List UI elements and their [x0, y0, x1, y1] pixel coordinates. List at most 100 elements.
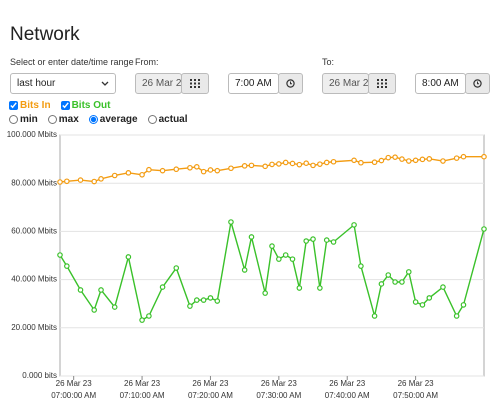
data-point [323, 237, 330, 243]
from-calendar-button[interactable] [181, 73, 209, 94]
page-title: Network [10, 24, 80, 45]
data-point [125, 170, 132, 176]
data-point [460, 302, 467, 308]
to-label: To: [322, 57, 335, 67]
mode-name: actual [158, 114, 188, 125]
data-point [323, 159, 330, 166]
data-point [296, 285, 303, 291]
data-point [248, 234, 255, 240]
data-point [228, 219, 234, 225]
data-point [193, 297, 200, 303]
data-point [146, 313, 152, 319]
data-point [317, 285, 323, 291]
radio[interactable] [47, 115, 57, 124]
data-point [282, 159, 289, 166]
data-point [351, 157, 357, 164]
range-select[interactable]: last hour [10, 73, 116, 94]
series-toggle[interactable]: Bits Out [60, 100, 111, 111]
to-clock-button[interactable] [465, 73, 490, 94]
calendar-icon [190, 79, 200, 88]
checkbox[interactable] [9, 101, 18, 110]
data-point [159, 167, 166, 174]
data-point [453, 313, 460, 319]
radio[interactable] [88, 115, 98, 124]
mode-option[interactable]: max [47, 114, 79, 125]
data-point [440, 284, 446, 290]
data-point [57, 252, 63, 258]
data-point [262, 290, 268, 296]
data-point [392, 154, 398, 160]
from-clock-button[interactable] [278, 73, 303, 94]
data-point [228, 165, 234, 172]
series-toggle[interactable]: Bits In [9, 100, 51, 111]
data-point [146, 166, 152, 173]
from-date[interactable]: 26 Mar 23 [135, 73, 182, 94]
clock-icon [286, 79, 295, 88]
data-point [330, 239, 337, 245]
y-tick-label: 0.000 bits [22, 371, 57, 380]
data-point [64, 263, 70, 269]
data-point [241, 267, 248, 273]
from-label: From: [135, 57, 159, 67]
data-point [214, 298, 221, 304]
data-point [351, 222, 357, 228]
data-point [296, 161, 303, 168]
chevron [101, 81, 109, 86]
data-point [200, 168, 207, 175]
series-toggles: Bits In Bits Out [9, 100, 110, 111]
data-point [310, 162, 316, 169]
data-point [330, 158, 337, 165]
data-point [98, 176, 104, 182]
plot-area [59, 134, 485, 377]
data-point [405, 269, 412, 275]
radio[interactable] [147, 115, 157, 124]
data-point [111, 304, 118, 310]
data-point [111, 172, 118, 179]
data-point [187, 303, 193, 309]
y-tick-label: 20.000 Mbits [11, 323, 57, 332]
data-point [91, 307, 97, 313]
to-calendar-button[interactable] [368, 73, 396, 94]
data-point [426, 295, 433, 301]
data-point [214, 167, 221, 174]
data-point [412, 157, 419, 164]
data-point [385, 154, 392, 161]
mode-option[interactable]: min [9, 114, 38, 125]
data-point [289, 256, 296, 262]
data-point [453, 155, 460, 161]
mode-option[interactable]: actual [147, 114, 188, 125]
x-tick-label: 26 Mar 23 07:50:00 AM [393, 379, 439, 400]
data-point [77, 177, 84, 183]
data-point [248, 162, 255, 169]
data-point [139, 317, 145, 323]
data-point [200, 297, 207, 303]
data-point [193, 164, 200, 170]
data-point [91, 178, 97, 185]
data-point [57, 179, 63, 185]
x-tick-label: 26 Mar 23 07:00:00 AM [51, 379, 97, 400]
y-tick-label: 100.000 Mbits [7, 130, 57, 139]
data-point [371, 159, 378, 166]
data-point [378, 157, 385, 164]
mode-options: min max average actual [9, 114, 188, 125]
radio[interactable] [9, 115, 18, 124]
to-date[interactable]: 26 Mar 23 [322, 73, 369, 94]
data-point [139, 171, 145, 178]
range-label: Select or enter date/time range [10, 57, 134, 67]
data-point [262, 163, 268, 170]
data-point [392, 279, 398, 285]
data-point [419, 302, 426, 308]
data-point [173, 166, 180, 173]
data-point [481, 226, 487, 232]
mode-name: min [20, 114, 38, 125]
mode-option[interactable]: average [88, 114, 138, 125]
series-name: Bits Out [71, 100, 111, 111]
data-point [481, 153, 487, 160]
data-point [64, 178, 70, 185]
checkbox[interactable] [60, 101, 70, 110]
data-point [419, 156, 426, 163]
mode-name: average [99, 114, 138, 125]
calendar-icon [377, 79, 387, 88]
data-point [378, 281, 385, 287]
data-point [187, 164, 193, 171]
